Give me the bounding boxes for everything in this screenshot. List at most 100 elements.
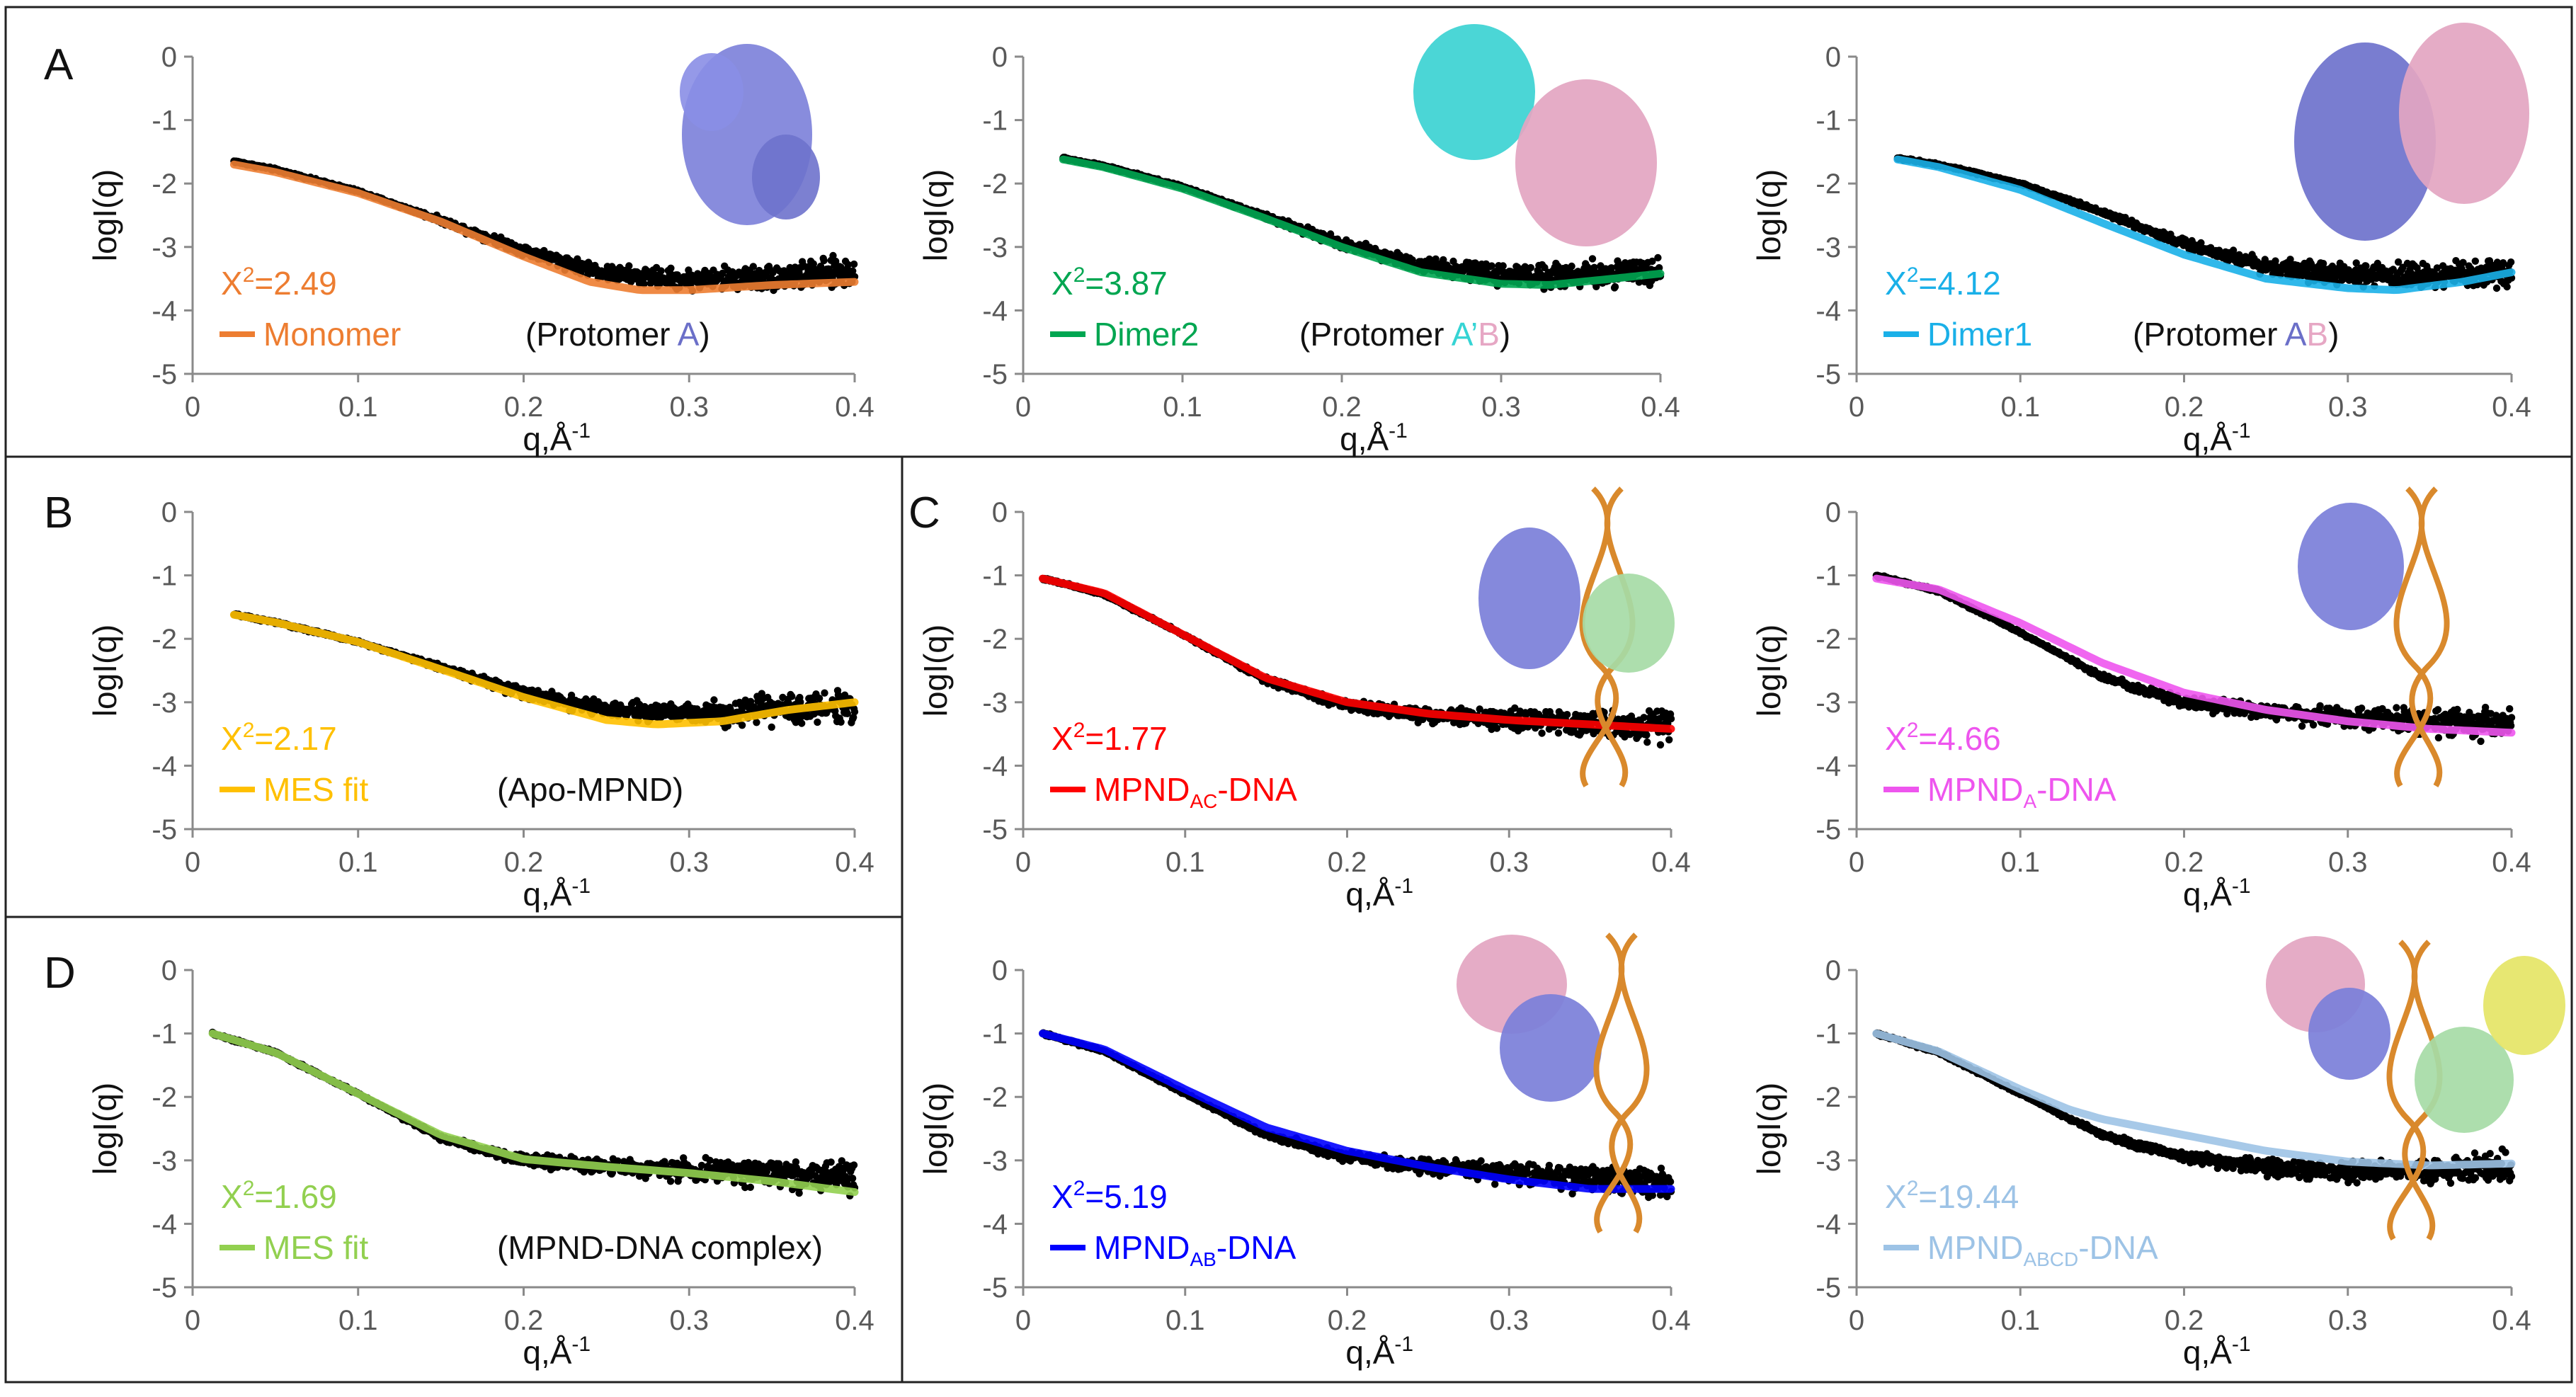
data-point xyxy=(814,718,821,726)
data-point xyxy=(815,695,823,702)
x-tick-label: 0.4 xyxy=(1651,847,1691,878)
x-tick-label: 0.4 xyxy=(2492,847,2531,878)
y-tick-label: -4 xyxy=(1816,751,1841,782)
y-tick-label: -3 xyxy=(152,688,177,719)
y-tick-label: -4 xyxy=(152,751,177,782)
data-point xyxy=(850,708,859,716)
x-tick-label: 0.4 xyxy=(2492,392,2531,423)
data-point xyxy=(749,263,758,270)
y-tick-label: 0 xyxy=(1825,42,1841,73)
y-tick-label: -3 xyxy=(1816,688,1841,719)
y-tick-label: -5 xyxy=(1816,359,1841,390)
x-tick-label: 0.2 xyxy=(2165,847,2204,878)
data-point xyxy=(788,692,796,700)
x-tick-label: 0.2 xyxy=(2165,392,2204,423)
y-tick-label: -2 xyxy=(982,624,1008,655)
data-point xyxy=(850,260,858,268)
x-tick-label: 0.1 xyxy=(338,847,378,878)
y-tick-label: -5 xyxy=(982,359,1008,390)
y-axis-label: logI(q) xyxy=(86,169,123,261)
data-point xyxy=(821,689,828,697)
y-tick-label: 0 xyxy=(161,497,177,528)
note-label: (Protomer A) xyxy=(525,316,710,353)
data-point xyxy=(753,719,760,726)
y-tick-label: 0 xyxy=(992,497,1008,528)
chi-square-label: X2=2.49 xyxy=(221,263,337,302)
y-tick-label: -3 xyxy=(152,232,177,263)
x-tick-label: 0.3 xyxy=(1481,392,1521,423)
data-point xyxy=(832,257,840,266)
data-point xyxy=(816,262,825,270)
data-point xyxy=(1554,729,1563,737)
x-tick-label: 0.4 xyxy=(835,392,874,423)
x-tick-label: 0.1 xyxy=(2000,392,2040,423)
data-point xyxy=(820,256,828,265)
y-tick-label: -4 xyxy=(982,295,1008,326)
data-point xyxy=(1643,731,1651,739)
x-tick-label: 0.4 xyxy=(1641,392,1680,423)
x-tick-label: 0 xyxy=(185,847,200,878)
y-tick-label: -2 xyxy=(1816,169,1841,200)
x-tick-label: 0.3 xyxy=(669,392,709,423)
chart-a2: 0-1-2-3-4-50 0.1 0.2 0.3 0.4q,Å-1logI(q)X2=3… xyxy=(917,42,1680,457)
y-tick-label: -2 xyxy=(982,169,1008,200)
data-point xyxy=(798,719,806,727)
data-point xyxy=(1643,739,1651,746)
legend-label: Monomer xyxy=(263,316,401,353)
panel-letter-a: A xyxy=(44,40,74,89)
data-point xyxy=(2503,283,2511,291)
note-label: (Apo-MPND) xyxy=(497,771,683,808)
data-point xyxy=(1665,736,1673,744)
data-point xyxy=(667,264,675,272)
data-point xyxy=(1588,255,1597,263)
y-tick-label: 0 xyxy=(992,42,1008,73)
y-tick-label: -3 xyxy=(982,232,1008,263)
y-tick-label: 0 xyxy=(161,42,177,73)
data-point xyxy=(2507,258,2515,266)
legend-label: Dimer1 xyxy=(1927,316,2032,353)
data-point xyxy=(837,718,845,726)
y-tick-label: -4 xyxy=(152,295,177,326)
fit-curve xyxy=(229,160,859,295)
note-label: (Protomer AB) xyxy=(2133,316,2339,353)
y-axis-label: logI(q) xyxy=(1750,625,1787,717)
y-tick-label: -2 xyxy=(152,169,177,200)
chi-square-label: X2=3.87 xyxy=(1052,263,1168,302)
y-tick-label: -1 xyxy=(152,561,177,592)
data-point xyxy=(844,261,853,268)
y-tick-label: -1 xyxy=(1816,561,1841,592)
y-tick-label: -5 xyxy=(152,359,177,390)
x-tick-label: 0.1 xyxy=(338,392,378,423)
data-point xyxy=(738,722,746,729)
y-tick-label: -4 xyxy=(982,751,1008,782)
data-point xyxy=(809,260,818,268)
x-axis-label: q,Å-1 xyxy=(523,419,591,457)
data-point xyxy=(2492,284,2501,292)
x-tick-label: 0.1 xyxy=(1163,392,1202,423)
panel-frames xyxy=(4,6,2573,1384)
x-tick-label: 0.4 xyxy=(835,847,874,878)
x-tick-label: 0.1 xyxy=(1166,847,1205,878)
x-tick-label: 0.1 xyxy=(2000,847,2040,878)
x-tick-label: 0.2 xyxy=(1328,847,1367,878)
chi-square-label: X2=2.17 xyxy=(221,719,337,757)
chart-a1: 0-1-2-3-4-50 0.1 0.2 0.3 0.4q,Å-1logI(q)X2=2… xyxy=(86,42,874,457)
y-tick-label: -4 xyxy=(1816,295,1841,326)
panel-letter-b: B xyxy=(44,489,73,537)
x-tick-label: 0 xyxy=(1849,392,1864,423)
data-point xyxy=(1538,729,1546,737)
data-point xyxy=(1563,711,1571,719)
data-point xyxy=(1499,262,1507,270)
y-axis-label: logI(q) xyxy=(917,625,954,717)
x-tick-label: 0 xyxy=(1849,847,1864,878)
x-tick-label: 0 xyxy=(1015,847,1031,878)
data-point xyxy=(640,280,648,288)
legend-label: Dimer2 xyxy=(1094,316,1199,353)
y-tick-label: -2 xyxy=(1816,624,1841,655)
x-tick-label: 0 xyxy=(185,392,200,423)
y-tick-label: -5 xyxy=(152,814,177,845)
data-point xyxy=(1667,714,1675,723)
y-tick-label: -3 xyxy=(982,688,1008,719)
chi-square-label: X2=1.77 xyxy=(1052,719,1168,757)
data-point xyxy=(668,278,676,286)
